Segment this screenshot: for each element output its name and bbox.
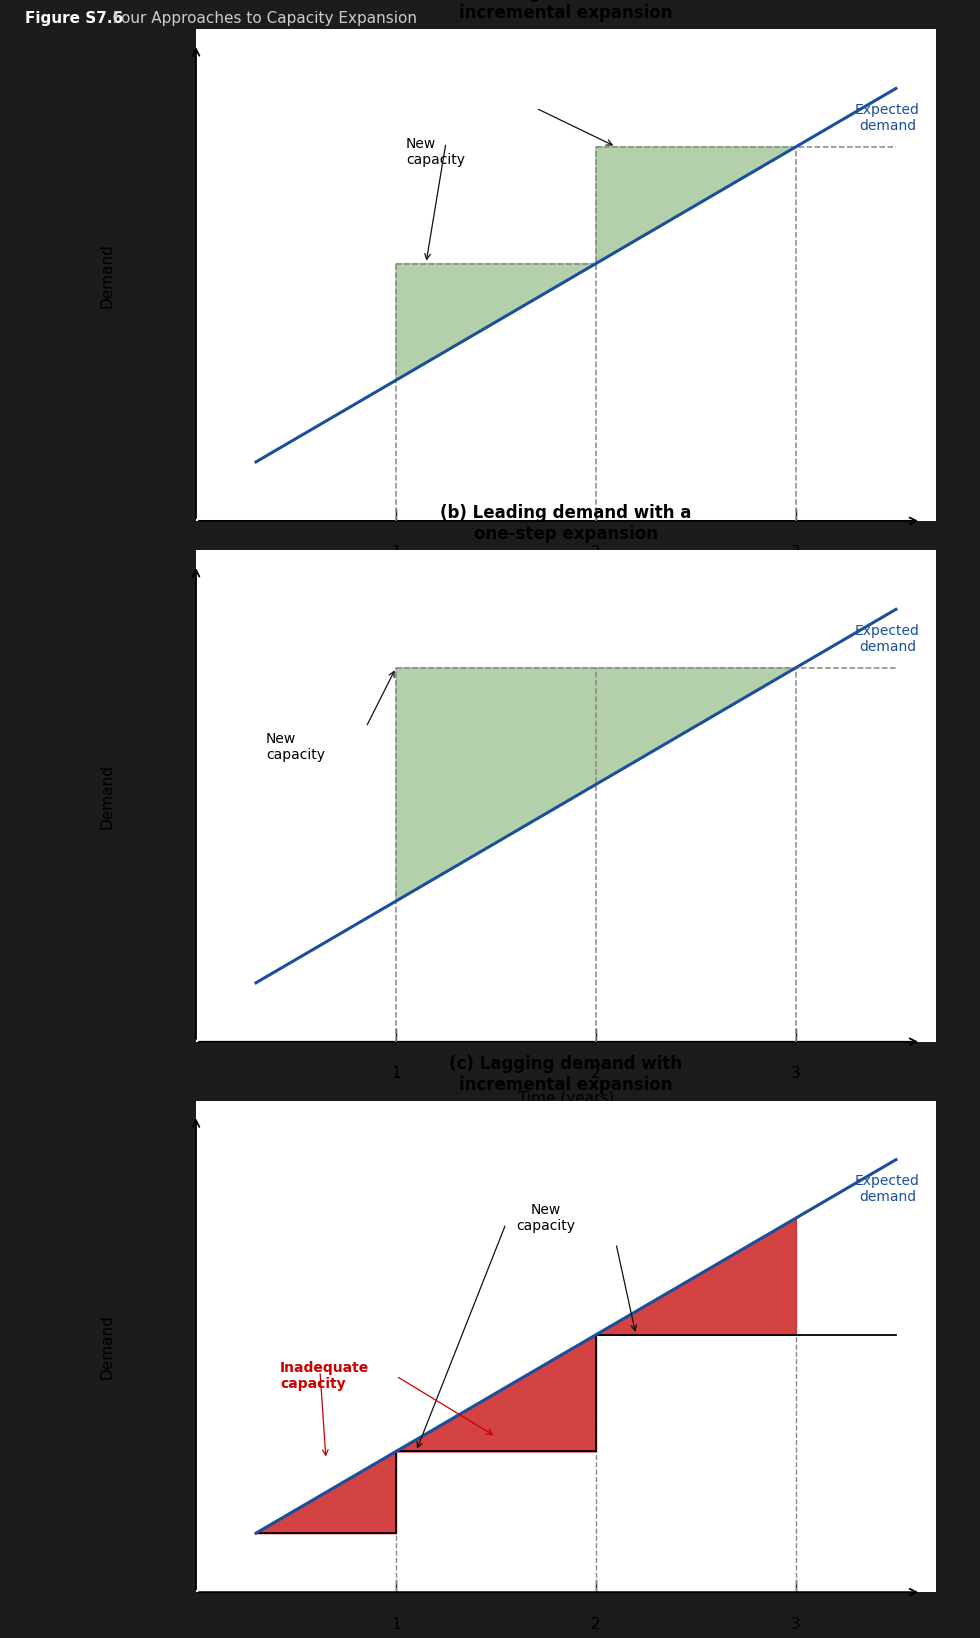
Text: New
capacity: New capacity [266, 732, 325, 762]
Title: (c) Lagging demand with
incremental expansion: (c) Lagging demand with incremental expa… [450, 1055, 682, 1094]
Text: Demand: Demand [100, 242, 115, 308]
Text: Time (years): Time (years) [517, 570, 614, 585]
Polygon shape [596, 147, 796, 264]
Text: 1: 1 [391, 545, 401, 560]
Text: Expected
demand: Expected demand [855, 103, 920, 133]
Text: Inadequate
capacity: Inadequate capacity [280, 1361, 369, 1391]
Title: (a) Leading demand with an
incremental expansion: (a) Leading demand with an incremental e… [435, 0, 697, 23]
Text: 2: 2 [591, 1617, 601, 1631]
Text: Demand: Demand [100, 1314, 115, 1379]
Polygon shape [396, 668, 796, 901]
Text: Expected
demand: Expected demand [855, 624, 920, 654]
Polygon shape [396, 264, 596, 380]
Text: 3: 3 [791, 1066, 801, 1081]
Text: New
capacity: New capacity [516, 1204, 575, 1233]
Text: Figure S7.6: Figure S7.6 [24, 10, 122, 26]
Text: New
capacity: New capacity [406, 138, 465, 167]
Text: 2: 2 [591, 545, 601, 560]
Text: 3: 3 [791, 1617, 801, 1631]
Text: Expected
demand: Expected demand [855, 1174, 920, 1204]
Text: Demand: Demand [100, 763, 115, 829]
Text: 2: 2 [591, 1066, 601, 1081]
Title: (b) Leading demand with a
one-step expansion: (b) Leading demand with a one-step expan… [440, 505, 692, 544]
Text: 3: 3 [791, 545, 801, 560]
Text: Four Approaches to Capacity Expansion: Four Approaches to Capacity Expansion [103, 10, 416, 26]
Text: 1: 1 [391, 1617, 401, 1631]
Text: Time (years): Time (years) [517, 1091, 614, 1106]
Text: 1: 1 [391, 1066, 401, 1081]
